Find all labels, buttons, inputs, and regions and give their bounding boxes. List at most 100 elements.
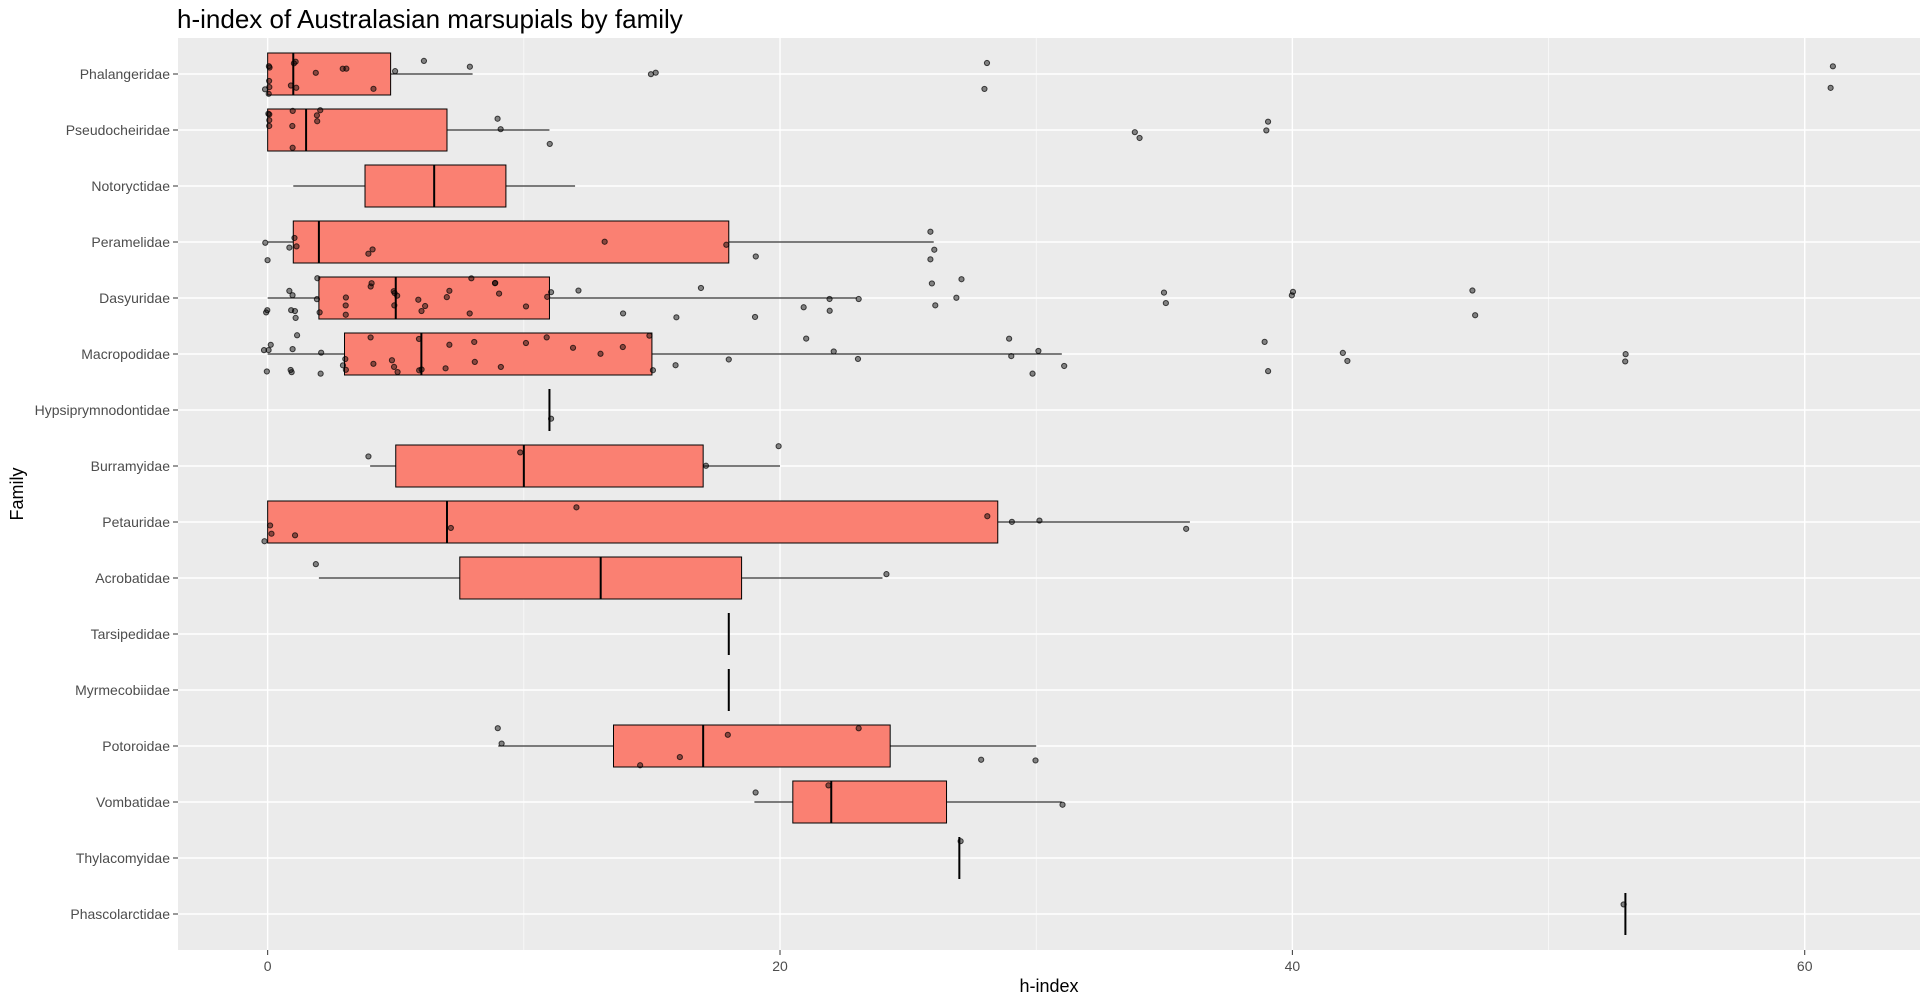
data-point [494, 115, 501, 122]
y-tick-label: Myrmecobiidae [75, 682, 170, 698]
data-point [265, 110, 272, 117]
y-tick-label: Thylacomyidae [76, 850, 170, 866]
data-point [292, 314, 299, 321]
data-point [1263, 127, 1270, 134]
data-point [342, 294, 349, 301]
data-point [263, 368, 270, 375]
data-point [342, 311, 349, 318]
data-point [313, 296, 321, 303]
data-point [288, 369, 295, 376]
data-point [1160, 289, 1168, 296]
data-point [291, 234, 298, 242]
data-point [702, 462, 710, 469]
box-rect [344, 332, 653, 376]
box-rect [267, 52, 392, 96]
data-point [1829, 63, 1836, 70]
data-point [932, 302, 939, 309]
data-point [291, 307, 299, 315]
data-point [1006, 335, 1013, 342]
data-point [927, 228, 934, 235]
data-point [265, 90, 272, 97]
data-point [313, 112, 321, 119]
data-point [268, 530, 275, 537]
data-point [342, 355, 349, 363]
data-point [290, 60, 298, 67]
data-point [447, 524, 454, 532]
data-point [522, 339, 530, 347]
data-point [673, 314, 680, 321]
data-point [415, 296, 422, 303]
y-tick-label: Notoryctidae [91, 178, 170, 194]
data-point [291, 532, 299, 539]
box-potoroidae [498, 724, 1037, 768]
data-point [314, 275, 321, 282]
data-point [981, 85, 988, 93]
data-point [544, 293, 551, 300]
data-point [1622, 351, 1629, 358]
x-tick-label: 0 [264, 958, 272, 974]
data-point [697, 284, 705, 292]
grid-layer [178, 38, 1920, 950]
data-point [498, 740, 505, 747]
data-point [391, 302, 398, 309]
y-tick-label: Petauridae [102, 514, 170, 530]
data-point [575, 287, 582, 294]
data-point [365, 453, 372, 460]
data-point [953, 294, 960, 301]
data-point [569, 344, 577, 351]
box-vombatidae [754, 780, 1062, 824]
box-rect [318, 276, 550, 320]
data-point [1162, 299, 1169, 307]
y-tick-label: Dasyuridae [99, 290, 170, 306]
data-point [855, 725, 862, 732]
data-point [495, 290, 503, 297]
data-point [367, 334, 374, 341]
data-point [1261, 338, 1268, 345]
data-point [265, 77, 273, 85]
data-point [262, 239, 269, 246]
data-point [293, 84, 300, 91]
data-point [597, 350, 604, 357]
y-tick-label: Acrobatidae [95, 570, 170, 586]
box-notoryctidae [293, 164, 576, 208]
data-point [725, 356, 732, 363]
data-point [317, 107, 324, 114]
data-point [289, 292, 296, 299]
data-point [388, 357, 396, 364]
data-point [422, 302, 429, 310]
data-point [1472, 312, 1479, 319]
data-point [1288, 292, 1295, 299]
data-point [494, 725, 501, 732]
data-point [957, 838, 964, 845]
data-point [442, 365, 449, 372]
data-point [339, 362, 347, 369]
data-point [723, 241, 730, 248]
data-point [522, 303, 530, 310]
data-point [928, 280, 935, 287]
data-point [266, 117, 273, 124]
data-point [370, 360, 377, 367]
data-point [420, 57, 428, 65]
data-point [286, 244, 293, 251]
data-point [289, 122, 296, 130]
box-rect [395, 444, 704, 488]
data-point [342, 366, 349, 373]
data-point [752, 789, 759, 796]
box-acrobatidae [318, 556, 883, 600]
data-point [751, 313, 759, 321]
data-point [367, 283, 374, 290]
data-point [365, 250, 372, 257]
box-rect [613, 724, 891, 768]
data-point [497, 363, 504, 371]
y-tick-label: Vombatidae [96, 794, 170, 810]
data-point [466, 310, 473, 317]
data-point [1136, 134, 1143, 142]
data-point [637, 762, 644, 769]
data-point [931, 246, 938, 253]
box-burramyidae [370, 444, 781, 488]
data-point [418, 307, 425, 315]
data-point [312, 561, 319, 568]
data-point [289, 144, 296, 151]
x-axis-title: h-index [1019, 976, 1078, 996]
box-phalangeridae [267, 52, 473, 96]
